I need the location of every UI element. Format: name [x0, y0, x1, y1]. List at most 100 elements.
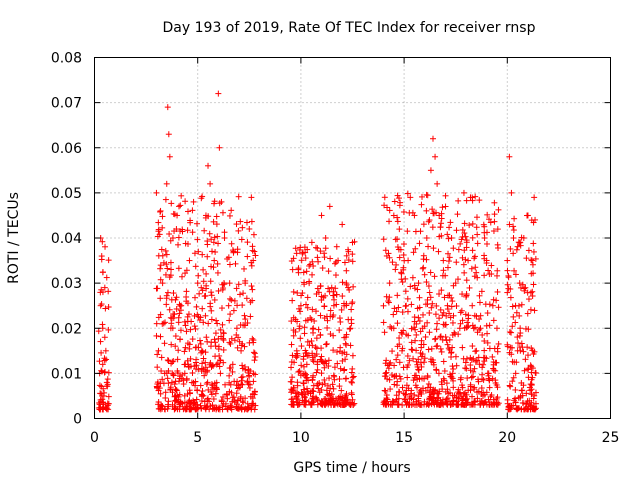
data-point [519, 281, 526, 288]
data-point [214, 233, 221, 240]
data-point [202, 212, 209, 219]
data-point [433, 343, 440, 350]
data-point [512, 302, 519, 309]
data-point [518, 301, 525, 308]
data-point [421, 355, 428, 362]
x-tick-label: 5 [193, 430, 202, 446]
data-point [105, 406, 112, 413]
data-point [234, 344, 241, 351]
data-point [217, 326, 224, 333]
data-point [442, 192, 449, 199]
data-point [202, 312, 209, 319]
data-point [529, 257, 536, 264]
data-point [467, 362, 474, 369]
data-point [382, 360, 389, 367]
data-point [513, 246, 520, 253]
data-point [469, 322, 476, 329]
data-point [202, 349, 209, 356]
data-point [463, 391, 470, 398]
data-point [513, 309, 520, 316]
data-point [105, 326, 112, 333]
data-point [506, 382, 513, 389]
data-point [294, 382, 301, 389]
data-point [158, 354, 165, 361]
data-point [437, 334, 444, 341]
data-point [343, 390, 350, 397]
data-point [438, 348, 445, 355]
data-point [474, 357, 481, 364]
data-point [347, 325, 354, 332]
data-point [479, 331, 486, 338]
data-point [434, 342, 441, 349]
data-point [298, 257, 305, 264]
data-point [194, 236, 201, 243]
y-tick-label: 0.02 [51, 321, 82, 337]
data-point [441, 294, 448, 301]
data-point [166, 153, 173, 160]
data-point [304, 317, 311, 324]
data-point [516, 344, 523, 351]
data-point [105, 304, 112, 311]
data-point [391, 305, 398, 312]
data-point [328, 284, 335, 291]
data-point [222, 381, 229, 388]
data-point [167, 259, 174, 266]
data-point [233, 325, 240, 332]
data-point [429, 135, 436, 142]
data-point [239, 302, 246, 309]
data-point [432, 311, 439, 318]
data-point [198, 393, 205, 400]
data-point [446, 371, 453, 378]
data-point [416, 376, 423, 383]
data-point [290, 314, 297, 321]
data-point [234, 302, 241, 309]
data-point [238, 381, 245, 388]
data-point [525, 296, 532, 303]
data-point [443, 380, 450, 387]
data-point [408, 346, 415, 353]
data-point [227, 340, 234, 347]
data-point [494, 226, 501, 233]
data-point [334, 360, 341, 367]
data-point [469, 247, 476, 254]
data-point [486, 216, 493, 223]
data-point [326, 203, 333, 210]
data-point [349, 239, 356, 246]
data-point [102, 305, 109, 312]
data-point [520, 406, 527, 413]
data-point [381, 202, 388, 209]
data-point [404, 353, 411, 360]
data-point [228, 335, 235, 342]
data-point [214, 269, 221, 276]
data-point [101, 355, 108, 362]
data-point [98, 383, 105, 390]
data-point [427, 269, 434, 276]
data-point [466, 284, 473, 291]
data-point [213, 317, 220, 324]
data-point [493, 297, 500, 304]
data-point [454, 389, 461, 396]
data-point [467, 367, 474, 374]
data-point [322, 292, 329, 299]
data-point [524, 344, 531, 351]
data-point [216, 363, 223, 370]
data-point [178, 192, 185, 199]
data-point [399, 347, 406, 354]
data-point [528, 391, 535, 398]
data-point [220, 285, 227, 292]
data-point [424, 319, 431, 326]
data-point [296, 305, 303, 312]
data-point [448, 235, 455, 241]
data-point [228, 207, 235, 214]
data-point [298, 362, 305, 369]
data-point [504, 281, 511, 288]
data-point [295, 266, 302, 273]
data-point [105, 369, 112, 376]
data-point [309, 306, 316, 313]
data-point [464, 375, 471, 382]
data-point [248, 283, 255, 290]
data-point [346, 286, 353, 293]
data-point [477, 312, 484, 319]
data-point [189, 369, 196, 376]
data-point [510, 227, 517, 234]
